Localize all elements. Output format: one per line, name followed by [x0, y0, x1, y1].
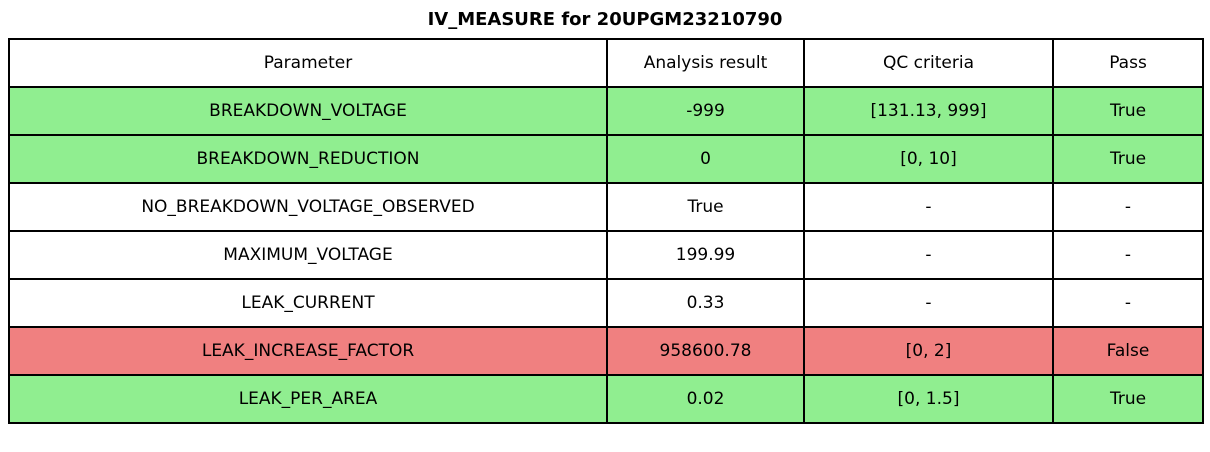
cell-analysis-result: -999: [606, 86, 805, 136]
cell-pass: -: [1052, 230, 1204, 280]
cell-pass: -: [1052, 182, 1204, 232]
table-row: BREAKDOWN_VOLTAGE -999 [131.13, 999] Tru…: [8, 86, 1204, 136]
cell-analysis-result: 199.99: [606, 230, 805, 280]
table-row: LEAK_INCREASE_FACTOR 958600.78 [0, 2] Fa…: [8, 326, 1204, 376]
cell-parameter: LEAK_PER_AREA: [8, 374, 608, 424]
table-row: LEAK_PER_AREA 0.02 [0, 1.5] True: [8, 374, 1204, 424]
table-row: NO_BREAKDOWN_VOLTAGE_OBSERVED True - -: [8, 182, 1204, 232]
qc-results-table: Parameter Analysis result QC criteria Pa…: [8, 38, 1204, 424]
figure-title: IV_MEASURE for 20UPGM23210790: [427, 8, 783, 30]
cell-qc-criteria: [0, 10]: [803, 134, 1054, 184]
cell-qc-criteria: -: [803, 182, 1054, 232]
cell-pass: -: [1052, 278, 1204, 328]
column-header-qc-criteria: QC criteria: [803, 38, 1054, 88]
cell-qc-criteria: -: [803, 278, 1054, 328]
cell-analysis-result: 0.33: [606, 278, 805, 328]
cell-parameter: LEAK_INCREASE_FACTOR: [8, 326, 608, 376]
table-row: BREAKDOWN_REDUCTION 0 [0, 10] True: [8, 134, 1204, 184]
cell-parameter: MAXIMUM_VOLTAGE: [8, 230, 608, 280]
qc-table-body: BREAKDOWN_VOLTAGE -999 [131.13, 999] Tru…: [8, 86, 1204, 424]
cell-pass: True: [1052, 86, 1204, 136]
cell-parameter: NO_BREAKDOWN_VOLTAGE_OBSERVED: [8, 182, 608, 232]
table-row: MAXIMUM_VOLTAGE 199.99 - -: [8, 230, 1204, 280]
cell-pass: True: [1052, 134, 1204, 184]
cell-analysis-result: 958600.78: [606, 326, 805, 376]
cell-qc-criteria: [0, 1.5]: [803, 374, 1054, 424]
cell-qc-criteria: [0, 2]: [803, 326, 1054, 376]
cell-analysis-result: 0.02: [606, 374, 805, 424]
cell-parameter: BREAKDOWN_REDUCTION: [8, 134, 608, 184]
column-header-analysis-result: Analysis result: [606, 38, 805, 88]
cell-pass: False: [1052, 326, 1204, 376]
column-header-pass: Pass: [1052, 38, 1204, 88]
cell-qc-criteria: [131.13, 999]: [803, 86, 1054, 136]
table-row: LEAK_CURRENT 0.33 - -: [8, 278, 1204, 328]
cell-qc-criteria: -: [803, 230, 1054, 280]
column-header-parameter: Parameter: [8, 38, 608, 88]
table-header-row: Parameter Analysis result QC criteria Pa…: [8, 38, 1204, 88]
cell-parameter: LEAK_CURRENT: [8, 278, 608, 328]
cell-analysis-result: 0: [606, 134, 805, 184]
cell-pass: True: [1052, 374, 1204, 424]
cell-analysis-result: True: [606, 182, 805, 232]
cell-parameter: BREAKDOWN_VOLTAGE: [8, 86, 608, 136]
